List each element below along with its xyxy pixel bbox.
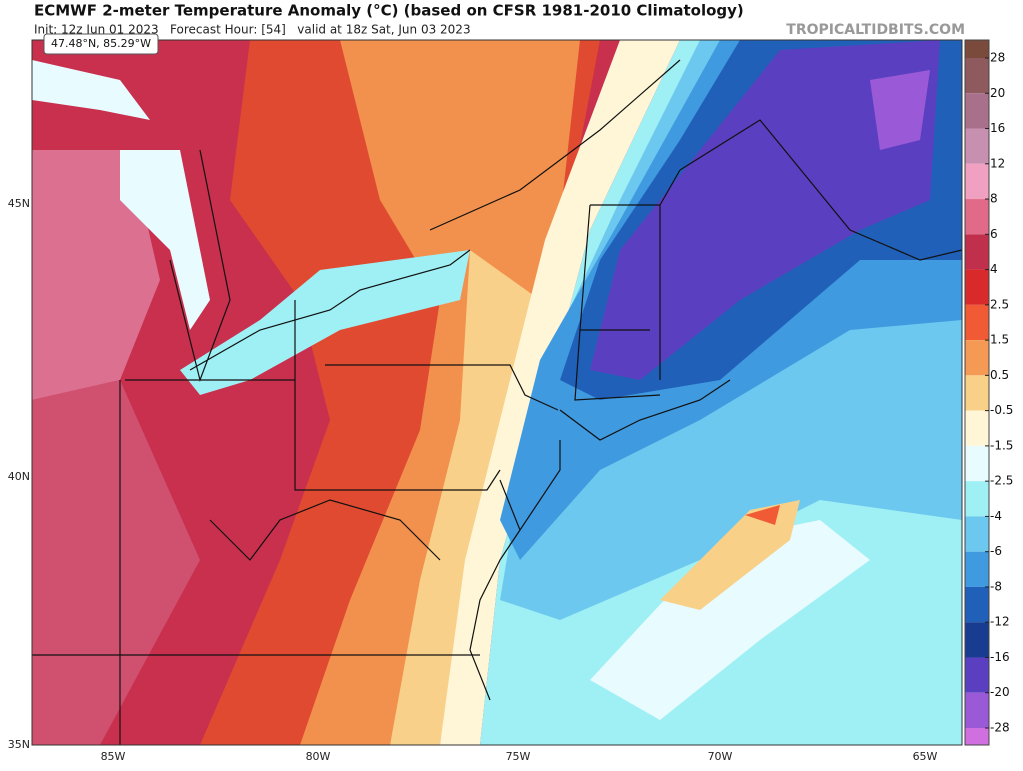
colorbar-label: 0.5 bbox=[990, 368, 1009, 382]
colorbar-swatch bbox=[965, 93, 989, 129]
colorbar-swatch bbox=[965, 657, 989, 693]
lon-label: 75W bbox=[506, 750, 531, 763]
colorbar-swatch bbox=[965, 481, 989, 517]
colorbar-label: 2.5 bbox=[990, 297, 1009, 311]
colorbar-label: 20 bbox=[990, 86, 1005, 100]
colorbar-label: 1.5 bbox=[990, 333, 1009, 347]
lon-label: 85W bbox=[101, 750, 126, 763]
colorbar-swatch bbox=[965, 58, 989, 94]
lat-label: 40N bbox=[8, 470, 30, 483]
colorbar-swatch bbox=[965, 622, 989, 658]
colorbar-swatch bbox=[965, 410, 989, 446]
colorbar-swatch bbox=[965, 728, 989, 745]
colorbar-swatch bbox=[965, 304, 989, 341]
colorbar-label: 6 bbox=[990, 227, 998, 241]
colorbar-label: -16 bbox=[990, 650, 1010, 664]
title: ECMWF 2-meter Temperature Anomaly (°C) (… bbox=[34, 2, 744, 20]
colorbar-label: -4 bbox=[990, 509, 1002, 523]
lon-label: 80W bbox=[306, 750, 331, 763]
tooltip-box bbox=[43, 33, 159, 55]
colorbar-label: 8 bbox=[990, 192, 998, 206]
colorbar-label: 4 bbox=[990, 262, 998, 276]
colorbar-label: 16 bbox=[990, 121, 1005, 135]
colorbar-swatch bbox=[965, 516, 989, 552]
lon-label: 70W bbox=[708, 750, 733, 763]
tooltip: 47.48°N, 85.29°W bbox=[43, 33, 159, 55]
colorbar-frame bbox=[964, 39, 990, 746]
colorbar-label: -20 bbox=[990, 685, 1010, 699]
site-name: TROPICALTIDBITS.COM bbox=[786, 22, 965, 38]
lat-label: 45N bbox=[8, 197, 30, 210]
colorbar-swatch bbox=[965, 692, 989, 728]
lon-label: 65W bbox=[913, 750, 938, 763]
colorbar-swatch bbox=[965, 375, 989, 411]
colorbar-label: 28 bbox=[990, 51, 1005, 65]
tooltip-text: 47.48°N, 85.29°W bbox=[51, 37, 151, 50]
colorbar-swatch bbox=[965, 128, 989, 164]
colorbar-swatch bbox=[965, 551, 989, 587]
colorbar-label: -12 bbox=[990, 615, 1010, 629]
colorbar-swatch bbox=[965, 40, 989, 58]
colorbar-label: -8 bbox=[990, 579, 1002, 593]
colorbar-label: -28 bbox=[990, 721, 1010, 735]
colorbar-swatch bbox=[965, 586, 989, 623]
colorbar-swatch bbox=[965, 199, 989, 235]
colorbar-label: -1.5 bbox=[990, 438, 1013, 452]
lat-label: 35N bbox=[8, 738, 30, 751]
colorbar-swatch bbox=[965, 269, 989, 305]
colorbar-label: -6 bbox=[990, 544, 1002, 558]
colorbar-label: -0.5 bbox=[990, 403, 1013, 417]
colorbar-label: -2.5 bbox=[990, 474, 1013, 488]
subtitle: Init: 12z Jun 01 2023 Forecast Hour: [54… bbox=[34, 23, 471, 37]
colorbar-swatch bbox=[965, 163, 989, 200]
map bbox=[31, 39, 963, 746]
colorbar-label: 12 bbox=[990, 156, 1005, 170]
colorbar-swatch bbox=[965, 445, 989, 482]
colorbar-swatch bbox=[965, 234, 989, 270]
colorbar-swatch bbox=[965, 340, 989, 376]
